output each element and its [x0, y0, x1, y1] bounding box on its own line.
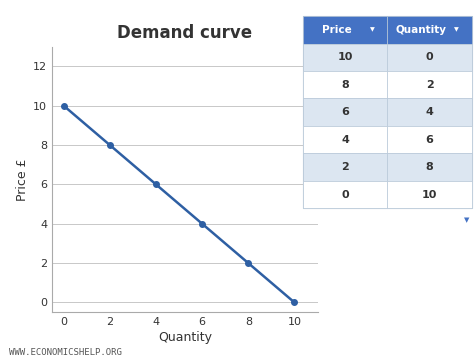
Bar [387, 181, 472, 208]
Text: 6: 6 [426, 135, 434, 145]
Text: Price: Price [322, 25, 352, 35]
Text: 10: 10 [338, 52, 353, 62]
Bar [387, 16, 472, 43]
Text: ▼: ▼ [464, 217, 469, 223]
Bar [303, 71, 387, 98]
Y-axis label: Price £: Price £ [16, 158, 29, 201]
Text: 10: 10 [422, 190, 437, 200]
Title: Demand curve: Demand curve [117, 24, 253, 42]
Bar [303, 16, 387, 43]
Text: 2: 2 [342, 162, 349, 172]
Bar [387, 71, 472, 98]
Bar [303, 181, 387, 208]
X-axis label: Quantity: Quantity [158, 331, 212, 344]
Text: WWW.ECONOMICSHELP.ORG: WWW.ECONOMICSHELP.ORG [9, 349, 122, 358]
Text: 0: 0 [426, 52, 433, 62]
Text: 4: 4 [341, 135, 349, 145]
Text: 8: 8 [342, 80, 349, 90]
Text: ▼: ▼ [370, 27, 375, 32]
Bar [387, 126, 472, 153]
Text: Quantity: Quantity [396, 25, 447, 35]
Text: 6: 6 [341, 107, 349, 117]
Bar [303, 43, 387, 71]
Bar [303, 153, 387, 181]
Text: 0: 0 [342, 190, 349, 200]
Bar [387, 153, 472, 181]
Bar [387, 43, 472, 71]
Bar [303, 98, 387, 126]
Text: 8: 8 [426, 162, 433, 172]
Bar [387, 98, 472, 126]
Text: 4: 4 [426, 107, 434, 117]
Text: ▼: ▼ [454, 27, 459, 32]
Text: 2: 2 [426, 80, 433, 90]
Bar [303, 126, 387, 153]
